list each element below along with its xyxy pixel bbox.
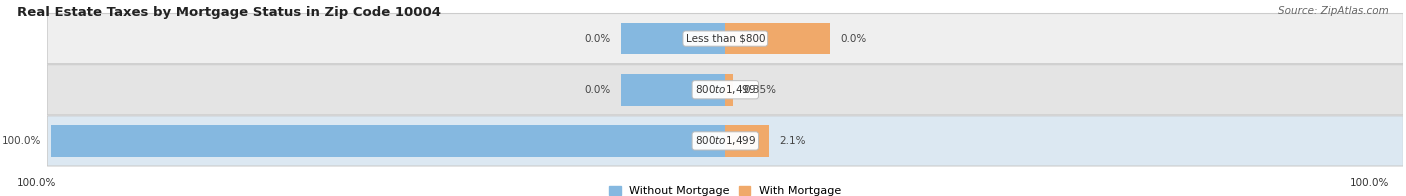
- FancyBboxPatch shape: [48, 14, 1403, 64]
- Bar: [621, 23, 725, 54]
- Text: 0.0%: 0.0%: [585, 34, 610, 44]
- Text: 0.0%: 0.0%: [585, 85, 610, 95]
- FancyBboxPatch shape: [48, 116, 1403, 166]
- Bar: [621, 74, 725, 106]
- Text: Source: ZipAtlas.com: Source: ZipAtlas.com: [1278, 6, 1389, 16]
- Text: 100.0%: 100.0%: [1350, 178, 1389, 188]
- Text: 100.0%: 100.0%: [1, 136, 41, 146]
- Bar: [725, 125, 769, 157]
- Text: 0.0%: 0.0%: [839, 34, 866, 44]
- Text: Real Estate Taxes by Mortgage Status in Zip Code 10004: Real Estate Taxes by Mortgage Status in …: [17, 6, 441, 19]
- Text: 100.0%: 100.0%: [17, 178, 56, 188]
- Text: Less than $800: Less than $800: [686, 34, 765, 44]
- Bar: [725, 23, 830, 54]
- Legend: Without Mortgage, With Mortgage: Without Mortgage, With Mortgage: [609, 186, 841, 196]
- Bar: [51, 125, 725, 157]
- Text: $800 to $1,499: $800 to $1,499: [695, 83, 756, 96]
- FancyBboxPatch shape: [48, 65, 1403, 115]
- Text: 2.1%: 2.1%: [779, 136, 806, 146]
- Bar: [725, 74, 733, 106]
- Text: $800 to $1,499: $800 to $1,499: [695, 134, 756, 147]
- Text: 0.35%: 0.35%: [742, 85, 776, 95]
